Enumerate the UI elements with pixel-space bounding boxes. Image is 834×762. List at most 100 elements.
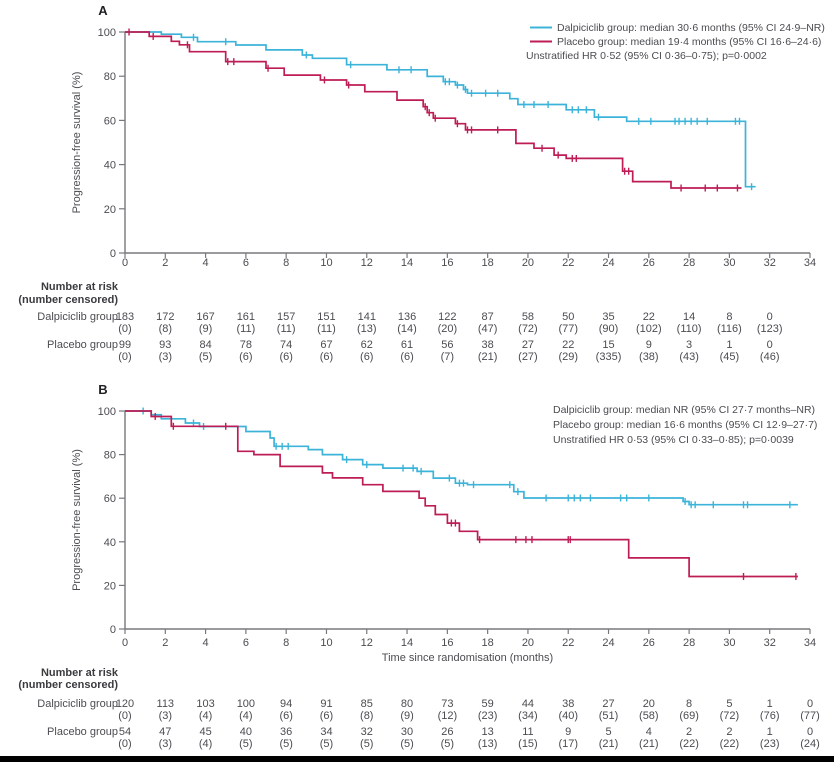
risk-censored: (38) [639,351,659,363]
y-tick-label: 0 [110,248,116,260]
risk-count: 1 [726,339,732,351]
risk-count: 0 [807,698,813,710]
x-tick-label: 0 [122,257,128,269]
risk-censored: (4) [199,738,212,750]
y-tick-label: 20 [104,204,116,216]
risk-table-header: (number censored) [18,294,118,306]
risk-count: 183 [116,311,134,323]
risk-censored: (8) [360,710,373,722]
risk-censored: (22) [679,738,699,750]
risk-count: 93 [159,339,171,351]
risk-count: 99 [119,339,131,351]
risk-table-header: Number at risk [41,281,119,293]
risk-censored: (21) [599,738,619,750]
x-tick-label: 2 [162,257,168,269]
x-tick-label: 22 [562,257,574,269]
risk-censored: (5) [279,738,292,750]
risk-censored: (40) [558,710,578,722]
risk-censored: (5) [239,738,252,750]
risk-count: 0 [807,726,813,738]
panel-letter-A: A [98,3,108,18]
risk-censored: (5) [400,738,413,750]
risk-row-label: Dalpiciclib group [37,698,118,710]
risk-censored: (24) [800,738,820,750]
y-tick-label: 40 [104,537,116,549]
x-tick-label: 34 [804,637,816,649]
x-tick-label: 12 [361,637,373,649]
risk-count: 113 [157,698,175,710]
km-curve-placebo-B [125,410,798,578]
x-tick-label: 8 [283,257,289,269]
x-tick-label: 20 [522,257,534,269]
risk-censored: (0) [118,323,131,335]
risk-censored: (27) [518,351,538,363]
x-tick-label: 14 [401,637,413,649]
risk-censored: (14) [397,323,417,335]
risk-censored: (5) [199,351,212,363]
risk-count: 80 [401,698,413,710]
x-tick-label: 2 [162,637,168,649]
risk-censored: (4) [239,710,252,722]
legend-label-dalpiciclib: Dalpiciclib group: median NR (95% CI 27·… [553,404,815,416]
risk-censored: (9) [400,710,413,722]
figure-bottom-rule [0,756,834,762]
risk-count: 22 [562,339,574,351]
hr-annotation: Unstratified HR 0·53 (95% CI 0·33–0·85);… [553,434,794,446]
risk-count: 8 [686,698,692,710]
risk-count: 103 [196,698,214,710]
y-tick-label: 80 [104,71,116,83]
risk-count: 74 [280,339,292,351]
x-tick-label: 24 [602,257,614,269]
risk-count: 20 [643,698,655,710]
risk-censored: (6) [320,351,333,363]
risk-table-header: (number censored) [18,679,118,691]
risk-censored: (58) [639,710,659,722]
risk-censored: (90) [599,323,619,335]
risk-count: 3 [686,339,692,351]
risk-count: 172 [156,311,174,323]
y-axis-title: Progression-free survival (%) [71,449,83,591]
y-axis-title: Progression-free survival (%) [71,72,83,214]
risk-count: 34 [320,726,332,738]
risk-row-label: Placebo group [47,339,118,351]
risk-censored: (9) [199,323,212,335]
x-tick-label: 12 [361,257,373,269]
risk-censored: (116) [717,323,742,335]
risk-count: 8 [726,311,732,323]
x-tick-label: 18 [482,257,494,269]
risk-count: 0 [767,311,773,323]
x-tick-label: 14 [401,257,413,269]
x-tick-label: 32 [764,257,776,269]
x-tick-label: 6 [243,257,249,269]
risk-count: 1 [767,726,773,738]
km-curve-placebo-A [125,31,742,189]
risk-count: 15 [602,339,614,351]
y-tick-label: 0 [110,624,116,636]
risk-censored: (23) [478,710,498,722]
x-tick-label: 28 [683,637,695,649]
x-tick-label: 4 [203,257,209,269]
risk-count: 91 [320,698,332,710]
risk-censored: (46) [760,351,780,363]
risk-censored: (34) [518,710,538,722]
y-tick-label: 100 [98,406,116,418]
risk-count: 120 [116,698,134,710]
risk-count: 54 [119,726,131,738]
risk-censored: (69) [679,710,699,722]
risk-count: 9 [565,726,571,738]
hr-annotation: Unstratified HR 0·52 (95% CI 0·36–0·75);… [526,50,767,62]
y-tick-label: 60 [104,115,116,127]
x-tick-label: 0 [122,637,128,649]
risk-count: 13 [482,726,494,738]
risk-row-label: Placebo group [47,726,118,738]
risk-count: 1 [767,698,773,710]
risk-count: 50 [562,311,574,323]
risk-censored: (72) [518,323,538,335]
risk-count: 9 [646,339,652,351]
risk-censored: (13) [357,323,377,335]
risk-censored: (77) [800,710,820,722]
risk-count: 94 [280,698,292,710]
risk-count: 141 [358,311,376,323]
risk-count: 87 [482,311,494,323]
